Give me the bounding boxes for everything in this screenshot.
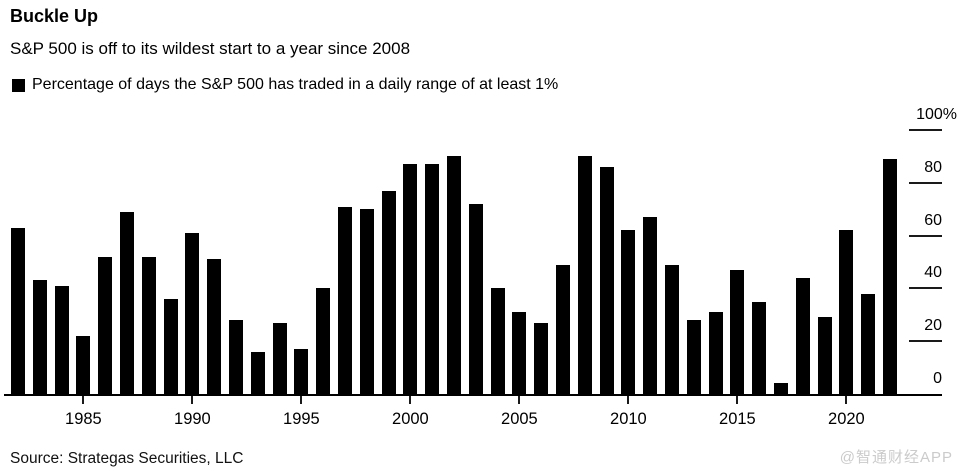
legend: Percentage of days the S&P 500 has trade… [12,76,558,94]
bar-2021 [861,293,876,394]
y-axis-tick-80 [909,181,942,184]
x-axis-tick-2000 [409,396,412,404]
x-axis-label-2020: 2020 [828,410,865,428]
x-axis-label-2005: 2005 [501,410,538,428]
x-axis-tick-2015 [736,396,739,404]
bar-2005 [512,312,527,394]
bar-1991 [207,259,222,394]
bar-2008 [577,156,592,394]
bar-2019 [817,317,832,394]
bar-1993 [250,351,265,394]
x-axis-label-1985: 1985 [65,410,102,428]
x-axis-tick-1985 [82,396,85,404]
x-axis-label-2010: 2010 [610,410,647,428]
bar-2016 [752,301,767,394]
bar-1985 [76,335,91,394]
watermark: @智通财经APP [839,449,953,466]
bar-1986 [98,256,113,394]
bar-2000 [403,164,418,394]
x-axis-tick-1990 [191,396,194,404]
page-subtitle: S&P 500 is off to its wildest start to a… [10,39,411,58]
bar-2022 [883,159,897,394]
y-axis-tick-20 [909,340,942,343]
y-axis-tick-60 [909,234,942,237]
bar-1997 [338,206,352,394]
y-axis-label-40: 40 [924,264,942,282]
y-axis-label-0: 0 [933,370,942,387]
bar-1989 [163,298,178,394]
plot-area: 100% 80 60 40 20 0 [0,106,959,394]
bar-1983 [32,280,47,394]
bar-2012 [665,264,679,394]
bar-1984 [54,285,69,394]
x-axis-baseline [4,394,942,396]
bar-2017 [774,383,788,394]
bar-1996 [316,288,331,394]
x-axis-label-1995: 1995 [283,410,320,428]
bar-2001 [425,164,440,394]
legend-square-icon [12,78,25,92]
source-note: Source: Strategas Securities, LLC [10,450,244,467]
bar-1994 [272,322,287,394]
y-axis-label-80: 80 [924,158,942,176]
bar-1998 [359,209,374,394]
x-axis-tick-1995 [300,396,303,404]
bar-1988 [141,256,156,394]
bar-1987 [120,211,134,394]
bar-1999 [381,190,396,394]
bar-2007 [556,264,570,394]
page-title: Buckle Up [10,6,99,26]
x-axis-tick-2005 [518,396,521,404]
x-axis-label-1990: 1990 [174,410,211,428]
bar-1995 [294,349,309,394]
bar-2010 [621,230,636,394]
bar-2002 [447,156,461,394]
bar-2004 [490,288,505,394]
bar-1992 [229,320,243,394]
bar-1990 [185,232,200,394]
bar-2009 [599,166,614,394]
x-axis-label-2015: 2015 [719,410,756,428]
bar-2018 [795,277,810,394]
y-axis-tick-100 [909,129,942,131]
bar-2020 [839,230,854,394]
y-axis-label-100: 100% [916,106,957,123]
y-axis-label-60: 60 [924,211,942,229]
y-axis-label-20: 20 [924,317,942,335]
bar-2014 [708,312,723,394]
bar-2015 [730,269,745,394]
y-axis-tick-40 [909,287,942,290]
bar-1982 [11,227,25,394]
legend-label: Percentage of days the S&P 500 has trade… [32,76,559,93]
x-axis-tick-2010 [627,396,630,404]
x-axis-label-2000: 2000 [392,410,429,428]
x-axis-tick-2020 [845,396,848,404]
bar-2013 [686,320,701,394]
bar-2011 [643,217,658,394]
bar-2003 [468,203,483,394]
bar-2006 [534,322,549,394]
